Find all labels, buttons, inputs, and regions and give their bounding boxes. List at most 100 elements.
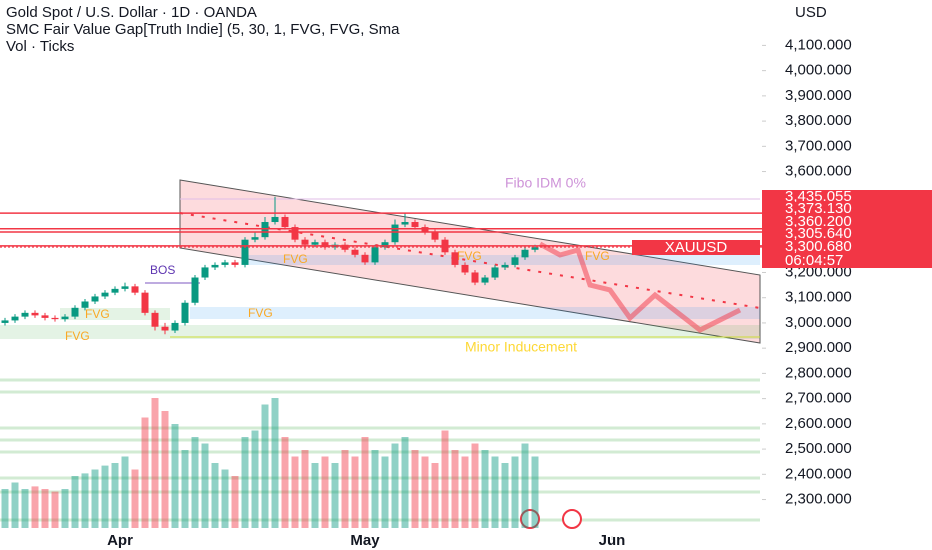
projection: [538, 241, 742, 333]
candle-body: [481, 277, 489, 283]
fvg-zone: [190, 307, 760, 319]
volume-bar: [311, 463, 319, 528]
volume-bar: [441, 430, 449, 528]
candle-body: [371, 247, 379, 263]
volume-bar: [321, 456, 329, 528]
volume-bar: [271, 398, 279, 528]
volume-bar: [241, 437, 249, 528]
candle-body: [471, 272, 479, 283]
volume-bar: [391, 443, 399, 528]
candle-body: [51, 317, 59, 320]
candle-body: [291, 227, 299, 240]
volume-bar: [51, 491, 59, 528]
candle-body: [161, 326, 169, 331]
x-tick-label: Apr: [107, 532, 133, 549]
volume-bar: [401, 437, 409, 528]
volume-bar: [31, 486, 39, 528]
y-tick-label: 4,000.000: [785, 62, 852, 79]
y-tick-label: 2,300.000: [785, 491, 852, 508]
indicator-title: SMC Fair Value Gap[Truth Indie] (5, 30, …: [6, 21, 400, 38]
volume-bar: [461, 456, 469, 528]
candle-body: [61, 316, 69, 320]
price-tag: [762, 227, 932, 241]
y-tick-label: 3,700.000: [785, 137, 852, 154]
volume-bar: [141, 417, 149, 528]
candle-body: [31, 312, 39, 316]
candle-body: [351, 249, 359, 255]
volume-bar: [481, 450, 489, 528]
volume-bar: [231, 476, 239, 528]
y-tick-label: 2,600.000: [785, 415, 852, 432]
candle-body: [461, 264, 469, 273]
y-tick-label: 2,800.000: [785, 364, 852, 381]
y-tick-label: 2,700.000: [785, 390, 852, 407]
candle-body: [421, 227, 429, 233]
volume-bar: [341, 450, 349, 528]
volume-bar: [21, 489, 29, 528]
event-flag: [562, 509, 582, 529]
volume-bar: [351, 456, 359, 528]
symbol-label: XAUUSD: [665, 239, 728, 256]
fvg-zone: [245, 255, 760, 265]
candle-body: [151, 312, 159, 327]
candle-body: [241, 239, 249, 265]
candle-body: [361, 254, 369, 263]
candle-body: [231, 262, 239, 265]
candle-body: [381, 242, 389, 248]
annotation: Minor Inducement: [465, 339, 577, 355]
volume-bar: [11, 482, 19, 528]
fvg-zone: [0, 325, 760, 339]
candle-body: [201, 267, 209, 278]
candle-body: [221, 262, 229, 265]
volume-bar: [211, 463, 219, 528]
candle-body: [191, 277, 199, 303]
volume-bands: [0, 378, 760, 522]
drawings: [0, 179, 761, 529]
candle-body: [311, 242, 319, 245]
volume-bar: [261, 404, 269, 528]
price-tag: [762, 202, 932, 216]
volume-bar: [131, 469, 139, 528]
volume-bar: [411, 450, 419, 528]
volume-bar: [501, 463, 509, 528]
candle-body: [181, 302, 189, 323]
candle-body: [171, 322, 179, 331]
symbol-tag: [632, 240, 760, 255]
volume-bar: [531, 456, 539, 528]
volume-title: Vol · Ticks: [6, 38, 74, 55]
volume-bar: [251, 430, 259, 528]
volume-bar: [421, 456, 429, 528]
candle-body: [501, 264, 509, 268]
candle-body: [11, 316, 19, 321]
candle-body: [251, 237, 259, 240]
price-tag: [762, 190, 932, 204]
x-tick-label: Jun: [599, 532, 626, 549]
volume-bar: [181, 450, 189, 528]
chart-title: Gold Spot / U.S. Dollar · 1D · OANDA: [6, 4, 257, 21]
candle-body: [211, 264, 219, 268]
volume-bar: [491, 456, 499, 528]
annotation: FVG: [85, 307, 110, 321]
candle-body: [301, 239, 309, 245]
y-tick-label: 3,800.000: [785, 112, 852, 129]
y-tick-label: 4,100.000: [785, 36, 852, 53]
x-tick-label: May: [350, 532, 380, 549]
candle-body: [321, 242, 329, 248]
y-tick-label: 3,600.000: [785, 163, 852, 180]
volume-bar: [61, 489, 69, 528]
annotation: FVG: [65, 329, 90, 343]
volume-bar: [331, 463, 339, 528]
volume-bar: [91, 469, 99, 528]
candle-body: [431, 232, 439, 240]
volume-bar: [111, 463, 119, 528]
candle-body: [531, 247, 539, 250]
candle-body: [451, 252, 459, 265]
candle-body: [41, 315, 49, 318]
candle-body: [1, 320, 9, 323]
annotation: Fibo IDM 0%: [505, 175, 586, 191]
annotation: FVG: [248, 306, 273, 320]
y-tick-label: 2,400.000: [785, 465, 852, 482]
candle-body: [511, 257, 519, 265]
